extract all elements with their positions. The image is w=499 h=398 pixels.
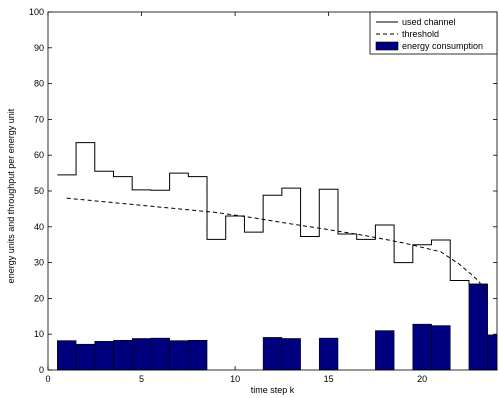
y-axis-label: energy units and throughput per energy u… [6, 108, 16, 283]
energy-bar [318, 337, 339, 371]
y-tick-label: 20 [34, 293, 44, 303]
y-tick-label: 50 [34, 186, 44, 196]
energy-bar [431, 325, 451, 371]
energy-bar [94, 341, 114, 371]
energy-bars [57, 283, 498, 371]
energy-bar [150, 337, 170, 371]
y-tick-label: 10 [34, 329, 44, 339]
energy-bar [188, 339, 208, 371]
energy-bar [57, 340, 77, 371]
y-tick-label: 40 [34, 222, 44, 232]
energy-bar [169, 340, 189, 371]
energy-bar [131, 338, 152, 371]
energy-bar [281, 338, 301, 371]
used-channel-line [57, 142, 488, 285]
x-axis-label: time step k [251, 385, 295, 395]
x-tick-label: 5 [139, 374, 144, 384]
energy-bar [487, 334, 498, 371]
energy-bar [375, 330, 395, 371]
x-axis: 0 5 10 15 20 [45, 12, 427, 384]
y-tick-label: 30 [34, 258, 44, 268]
y-tick-label: 60 [34, 150, 44, 160]
y-tick-label: 80 [34, 79, 44, 89]
legend: used channel threshold energy consumptio… [369, 11, 498, 55]
lines-layer [57, 142, 489, 296]
x-tick-label: 15 [324, 374, 334, 384]
plot-frame [47, 11, 498, 371]
energy-bar [468, 283, 488, 371]
y-tick-label: 0 [39, 365, 44, 375]
energy-bar [412, 323, 432, 371]
y-tick-label: 90 [34, 43, 44, 53]
legend-label-used-channel: used channel [402, 17, 456, 27]
x-tick-label: 0 [45, 374, 50, 384]
y-axis: 0 10 20 30 40 50 60 70 80 90 100 [29, 7, 497, 375]
x-tick-label: 10 [230, 374, 240, 384]
y-tick-label: 70 [34, 114, 44, 124]
legend-label-energy-consumption: energy consumption [402, 41, 483, 51]
y-tick-label: 100 [29, 7, 44, 17]
energy-bar [113, 339, 133, 371]
energy-bar [262, 337, 283, 371]
energy-bar [75, 343, 96, 371]
legend-swatch-energy-consumption [375, 41, 399, 51]
threshold-line [66, 197, 489, 296]
x-tick-label: 20 [417, 374, 427, 384]
legend-label-threshold: threshold [402, 29, 439, 39]
